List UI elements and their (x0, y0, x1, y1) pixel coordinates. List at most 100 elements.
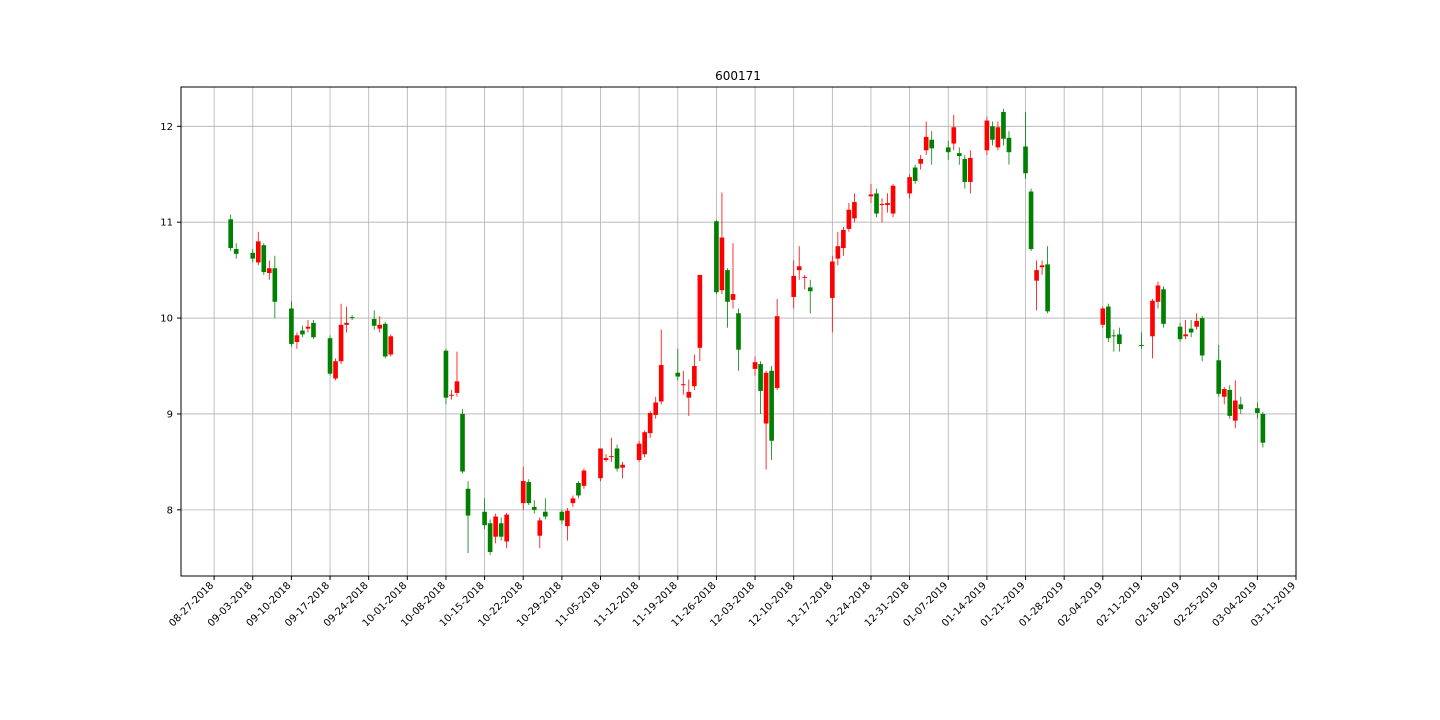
y-tick-label: 10 (160, 314, 173, 325)
candle-body (807, 287, 813, 292)
plot-frame (180, 86, 1297, 577)
candle-body (714, 221, 719, 293)
candle-body (520, 481, 526, 504)
candle-body (956, 153, 962, 157)
candle-body (388, 336, 394, 355)
candle-body (1150, 300, 1155, 337)
candle-body (482, 511, 487, 526)
candle-body (945, 147, 951, 153)
candle-body (918, 158, 923, 164)
candle-body (266, 268, 272, 274)
candle-body (1006, 137, 1012, 153)
candle-body (1139, 344, 1144, 346)
candle-body (581, 470, 587, 486)
candle-body (1155, 285, 1161, 302)
candle-body (250, 252, 256, 259)
candle-body (371, 319, 377, 326)
candle-body (1039, 265, 1045, 268)
y-tick-label: 9 (167, 409, 173, 420)
candle-body (620, 464, 625, 468)
candle-body (1117, 334, 1122, 344)
candle-body (1028, 191, 1034, 250)
candle-body (868, 194, 874, 197)
candle-body (1111, 335, 1117, 337)
candle-body (636, 443, 642, 460)
candle-body (487, 523, 493, 553)
candle-body (929, 139, 935, 149)
candle-body (642, 432, 647, 455)
y-tick-label: 11 (160, 218, 173, 229)
candle-body (1106, 306, 1111, 339)
candle-body (758, 364, 763, 391)
candle-body (1161, 289, 1166, 324)
candle-body (460, 413, 465, 472)
candle-body (1100, 308, 1106, 325)
candle-body (874, 193, 879, 214)
candle-body (890, 185, 896, 214)
candle-body (289, 308, 294, 344)
candle-body (498, 523, 504, 537)
candle-body (984, 120, 990, 151)
candle-body (1183, 334, 1188, 337)
candle-body (542, 511, 548, 517)
candle-body (261, 245, 267, 273)
candle-body (1238, 404, 1244, 410)
candle-body (1023, 146, 1028, 174)
candle-body (300, 330, 305, 335)
candle-body (255, 241, 261, 263)
candle-body (443, 350, 449, 398)
candle-body (841, 229, 846, 249)
y-tick-label: 12 (160, 122, 173, 133)
candle-body (1227, 389, 1233, 416)
candle-body (576, 482, 581, 496)
candle-body (686, 391, 692, 398)
candle-body (719, 237, 725, 291)
candle-body (951, 127, 957, 144)
candle-body (1034, 270, 1039, 281)
candle-body (995, 127, 1001, 148)
candle-body (879, 203, 885, 205)
candle-body (454, 381, 460, 393)
candle-body (344, 322, 349, 325)
candle-body (835, 246, 841, 259)
candle-body (1045, 264, 1050, 312)
candle-body (614, 448, 620, 469)
candle-body (680, 384, 686, 386)
candle-body (603, 458, 609, 460)
candle-body (531, 506, 537, 510)
candle-body (962, 158, 968, 182)
candle-body (725, 270, 730, 302)
candle-body (1232, 400, 1238, 421)
candle-body (846, 209, 852, 229)
chart-title: 600171 (715, 69, 761, 83)
candle-body (228, 219, 233, 249)
candle-body (598, 448, 603, 479)
candle-body (968, 157, 973, 182)
candle-body (752, 362, 758, 369)
candle-body (327, 338, 333, 374)
candle-body (1177, 326, 1183, 340)
candle-body (769, 370, 774, 441)
candle-body (802, 276, 808, 278)
candle-body (294, 335, 300, 343)
candle-body (526, 482, 532, 504)
y-tick-label: 8 (167, 505, 173, 516)
candle-body (791, 275, 797, 297)
candle-body (697, 274, 703, 348)
candle-body (1260, 413, 1266, 443)
candle-body (730, 294, 736, 300)
candle-body (559, 511, 565, 521)
candle-body (609, 456, 614, 458)
candle-body (653, 402, 659, 415)
candle-body (647, 413, 653, 434)
candle-body (852, 202, 857, 219)
candle-body (349, 317, 355, 319)
candle-body (675, 372, 681, 377)
candle-body (333, 361, 338, 379)
candle-body (570, 498, 576, 504)
candle-body (233, 249, 239, 254)
candle-body (923, 136, 929, 151)
candle-body (907, 177, 912, 194)
